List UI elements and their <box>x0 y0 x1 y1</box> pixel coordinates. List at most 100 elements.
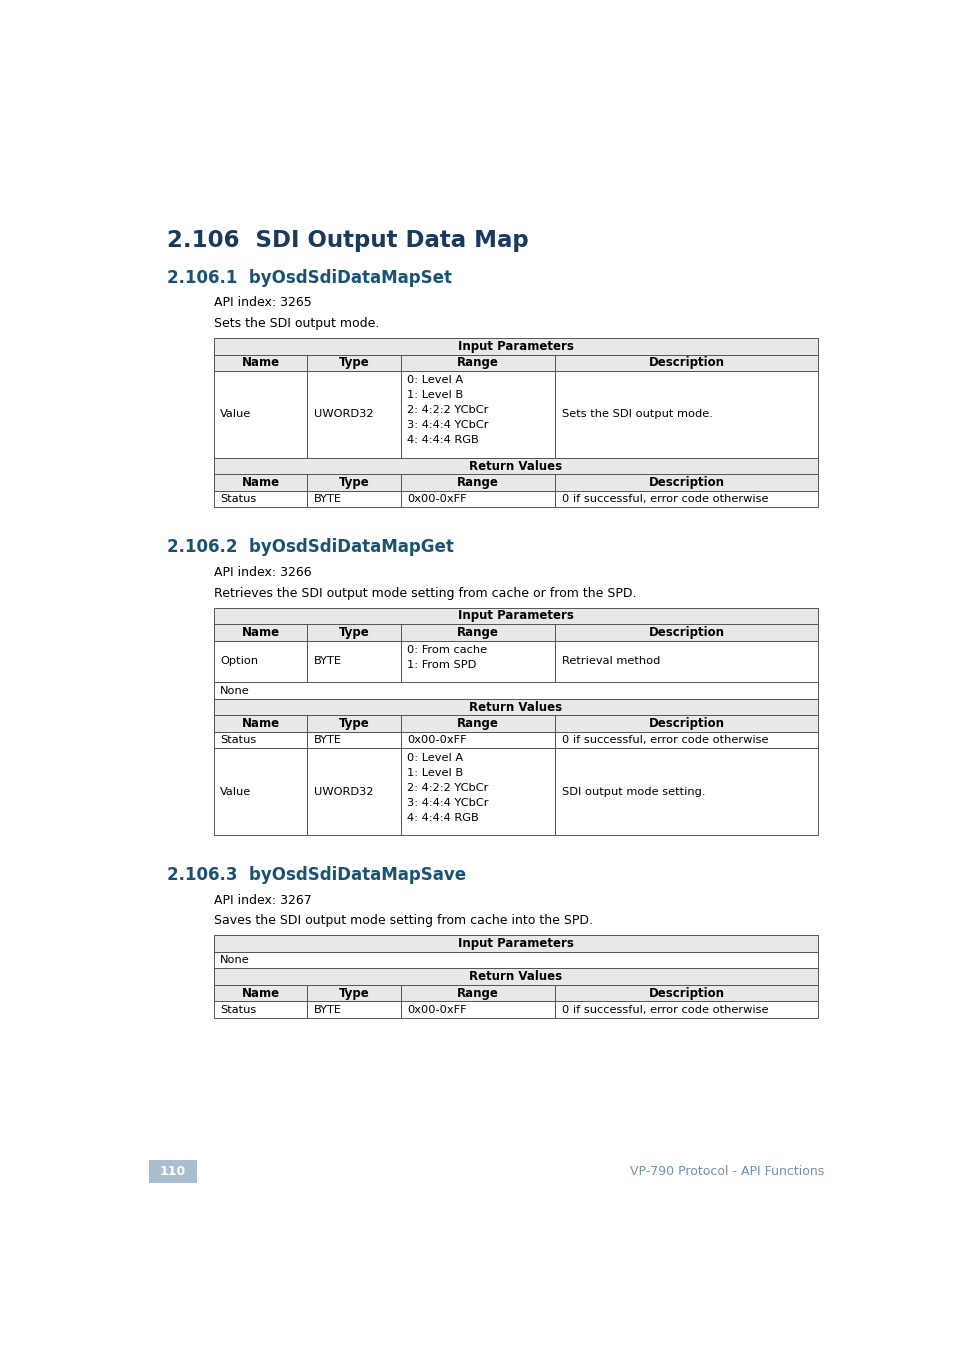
Text: SDI output mode setting.: SDI output mode setting. <box>561 787 704 796</box>
Text: 3: 4:4:4 YCbCr: 3: 4:4:4 YCbCr <box>407 421 488 431</box>
Text: API index: 3267: API index: 3267 <box>213 894 312 907</box>
Text: Name: Name <box>241 477 279 489</box>
Bar <box>213 474 307 492</box>
Bar <box>555 1002 818 1018</box>
Bar <box>555 640 818 682</box>
Bar <box>401 640 555 682</box>
Text: Retrieves the SDI output mode setting from cache or from the SPD.: Retrieves the SDI output mode setting fr… <box>213 586 636 600</box>
Text: UWORD32: UWORD32 <box>314 787 373 796</box>
Text: 0: Level A: 0: Level A <box>407 753 463 762</box>
Bar <box>555 984 818 1002</box>
Text: 2.106.1  byOsdSdiDataMapSet: 2.106.1 byOsdSdiDataMapSet <box>167 268 452 287</box>
Bar <box>213 458 818 474</box>
Bar <box>401 733 555 749</box>
Bar <box>213 608 818 624</box>
Bar <box>307 749 401 835</box>
Bar <box>555 749 818 835</box>
Bar <box>401 715 555 733</box>
Bar <box>213 715 307 733</box>
Bar <box>555 371 818 458</box>
Bar <box>213 1002 307 1018</box>
Text: API index: 3265: API index: 3265 <box>213 297 312 310</box>
Bar <box>555 624 818 640</box>
Text: 0x00-0xFF: 0x00-0xFF <box>407 1005 467 1014</box>
Text: 4: 4:4:4 RGB: 4: 4:4:4 RGB <box>407 812 478 823</box>
Bar <box>213 624 307 640</box>
Text: None: None <box>220 955 250 965</box>
Text: Value: Value <box>220 409 251 420</box>
Text: 0x00-0xFF: 0x00-0xFF <box>407 494 467 504</box>
Text: Value: Value <box>220 787 251 796</box>
Text: 1: From SPD: 1: From SPD <box>407 659 476 670</box>
Text: Input Parameters: Input Parameters <box>457 937 574 951</box>
Text: Option: Option <box>220 657 258 666</box>
Bar <box>307 984 401 1002</box>
Text: 0: Level A: 0: Level A <box>407 375 463 386</box>
Text: Return Values: Return Values <box>469 969 562 983</box>
Text: Type: Type <box>338 356 370 370</box>
Bar <box>555 492 818 508</box>
Text: Description: Description <box>648 626 724 639</box>
Bar <box>213 936 818 952</box>
Text: 4: 4:4:4 RGB: 4: 4:4:4 RGB <box>407 436 478 445</box>
Text: BYTE: BYTE <box>314 1005 341 1014</box>
Text: Description: Description <box>648 718 724 730</box>
Text: Status: Status <box>220 494 256 504</box>
Text: None: None <box>220 685 250 696</box>
Text: Sets the SDI output mode.: Sets the SDI output mode. <box>213 317 378 330</box>
Text: 2.106  SDI Output Data Map: 2.106 SDI Output Data Map <box>167 229 529 252</box>
Bar <box>213 968 818 984</box>
Text: 0 if successful, error code otherwise: 0 if successful, error code otherwise <box>561 494 767 504</box>
Bar <box>213 733 307 749</box>
Text: Type: Type <box>338 477 370 489</box>
Bar <box>213 749 307 835</box>
Text: Name: Name <box>241 718 279 730</box>
Bar <box>213 952 818 968</box>
Text: 0 if successful, error code otherwise: 0 if successful, error code otherwise <box>561 1005 767 1014</box>
Bar <box>555 474 818 492</box>
Text: BYTE: BYTE <box>314 735 341 745</box>
Bar <box>149 1159 196 1183</box>
Bar <box>213 699 818 715</box>
Bar <box>213 640 307 682</box>
Bar <box>401 749 555 835</box>
Bar <box>307 624 401 640</box>
Text: VP-790 Protocol - API Functions: VP-790 Protocol - API Functions <box>630 1164 823 1178</box>
Text: 2: 4:2:2 YCbCr: 2: 4:2:2 YCbCr <box>407 405 488 416</box>
Bar <box>307 1002 401 1018</box>
Text: Range: Range <box>456 626 498 639</box>
Bar <box>401 624 555 640</box>
Text: UWORD32: UWORD32 <box>314 409 373 420</box>
Bar <box>555 355 818 371</box>
Text: Input Parameters: Input Parameters <box>457 340 574 353</box>
Bar <box>213 492 307 508</box>
Bar <box>213 682 818 699</box>
Bar <box>307 355 401 371</box>
Bar <box>307 640 401 682</box>
Text: Saves the SDI output mode setting from cache into the SPD.: Saves the SDI output mode setting from c… <box>213 914 592 927</box>
Text: Name: Name <box>241 987 279 999</box>
Text: Name: Name <box>241 626 279 639</box>
Bar <box>401 1002 555 1018</box>
Text: Range: Range <box>456 477 498 489</box>
Bar <box>213 355 307 371</box>
Bar <box>307 715 401 733</box>
Text: Description: Description <box>648 356 724 370</box>
Text: BYTE: BYTE <box>314 494 341 504</box>
Text: Return Values: Return Values <box>469 700 562 714</box>
Bar <box>213 338 818 355</box>
Text: 2: 4:2:2 YCbCr: 2: 4:2:2 YCbCr <box>407 783 488 792</box>
Text: Status: Status <box>220 1005 256 1014</box>
Text: Input Parameters: Input Parameters <box>457 609 574 623</box>
Bar <box>401 984 555 1002</box>
Bar <box>401 474 555 492</box>
Text: Range: Range <box>456 718 498 730</box>
Bar <box>401 492 555 508</box>
Text: 0x00-0xFF: 0x00-0xFF <box>407 735 467 745</box>
Bar <box>307 733 401 749</box>
Bar <box>401 371 555 458</box>
Bar <box>401 355 555 371</box>
Text: Range: Range <box>456 987 498 999</box>
Text: Return Values: Return Values <box>469 459 562 473</box>
Text: 1: Level B: 1: Level B <box>407 390 463 401</box>
